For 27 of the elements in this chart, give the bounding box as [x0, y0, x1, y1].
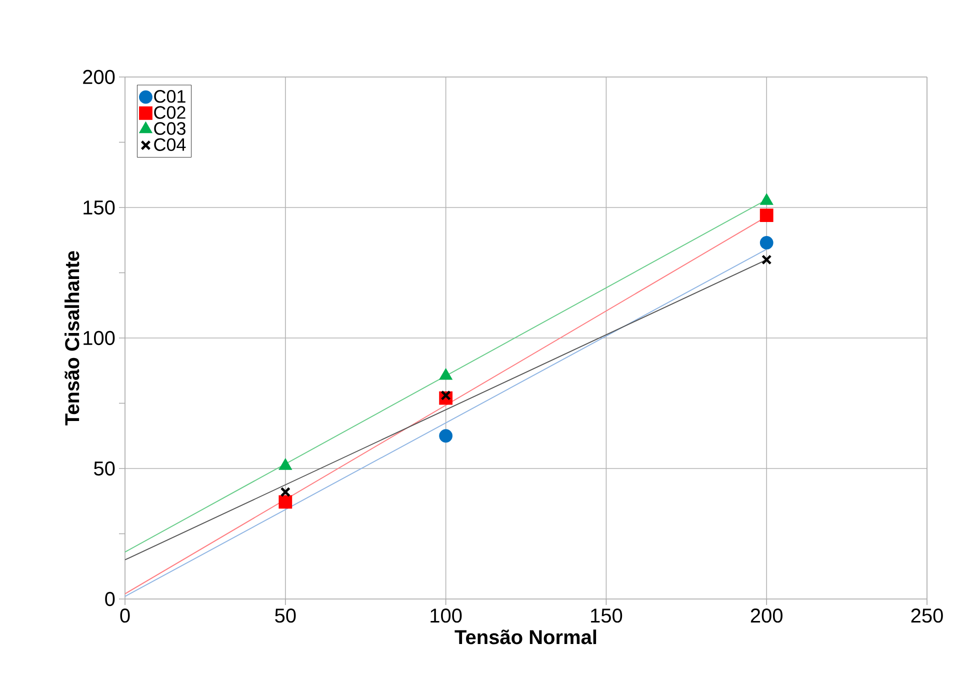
y-tick-label: 100 [84, 330, 115, 346]
y-tick-label: 0 [105, 592, 115, 606]
point [760, 236, 774, 250]
point [762, 254, 772, 265]
point [440, 390, 451, 401]
point [760, 194, 773, 205]
legend-label: C01 [154, 90, 186, 103]
point [440, 369, 452, 380]
x-tick-label: 150 [591, 608, 622, 623]
x-tick-label: 100 [430, 608, 462, 623]
legend-label: C04 [154, 138, 186, 151]
x-axis-title: Tensão Normal [454, 630, 596, 644]
point [280, 486, 290, 498]
legend-label: C02 [154, 106, 186, 119]
point [760, 208, 774, 222]
point [279, 459, 292, 470]
y-tick-label: 150 [84, 200, 115, 215]
point [278, 495, 292, 509]
y-tick-label: 50 [94, 461, 115, 476]
point [439, 429, 453, 443]
legend-label: C03 [154, 122, 186, 135]
x-tick-label: 200 [750, 608, 782, 623]
x-tick-label: 250 [911, 608, 943, 623]
x-tick-label: 50 [275, 608, 296, 623]
y-tick-label: 200 [83, 70, 115, 84]
x-tick-label: 0 [120, 608, 130, 623]
y-axis-title: Tensão Cisalhante [64, 251, 80, 426]
